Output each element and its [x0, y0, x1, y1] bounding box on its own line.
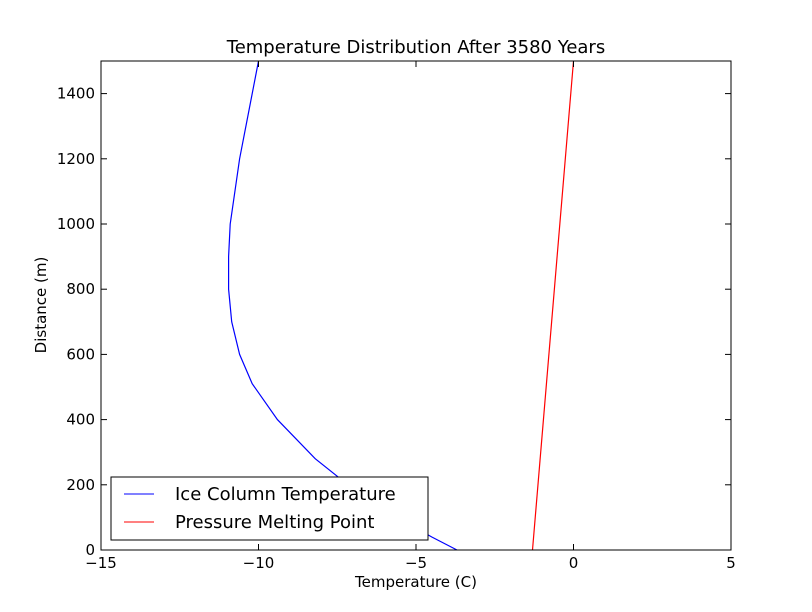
y-tick-label: 1000 — [57, 215, 95, 233]
x-tick-label: 5 — [726, 554, 736, 572]
y-tick-label: 400 — [66, 411, 95, 429]
y-tick-label: 1200 — [57, 150, 95, 168]
legend-box — [110, 476, 429, 541]
legend-label-pressure-melting-point: Pressure Melting Point — [175, 512, 375, 533]
x-tick-label: −10 — [243, 554, 275, 572]
x-tick-label: −5 — [405, 554, 427, 572]
x-tick-label: −15 — [85, 554, 117, 572]
y-tick-label: 600 — [66, 345, 95, 363]
y-tick-label: 200 — [66, 476, 95, 494]
y-tick-label: 0 — [85, 541, 95, 559]
y-axis-label: Distance (m) — [32, 257, 50, 354]
ticks: −15 −10 −5 0 5 0 200 400 600 800 1000 1200 1400 — [57, 61, 736, 572]
y-tick-label: 800 — [66, 280, 95, 298]
series-line-pressure-melting-point — [531, 60, 575, 551]
y-tick-label: 1400 — [57, 85, 95, 103]
legend: Ice Column Temperature Pressure Melting … — [110, 476, 429, 541]
legend-label-ice-column-temperature: Ice Column Temperature — [175, 484, 396, 505]
x-axis-label: Temperature (C) — [354, 573, 477, 591]
chart-title: Temperature Distribution After 3580 Year… — [226, 37, 605, 58]
x-tick-label: 0 — [569, 554, 579, 572]
